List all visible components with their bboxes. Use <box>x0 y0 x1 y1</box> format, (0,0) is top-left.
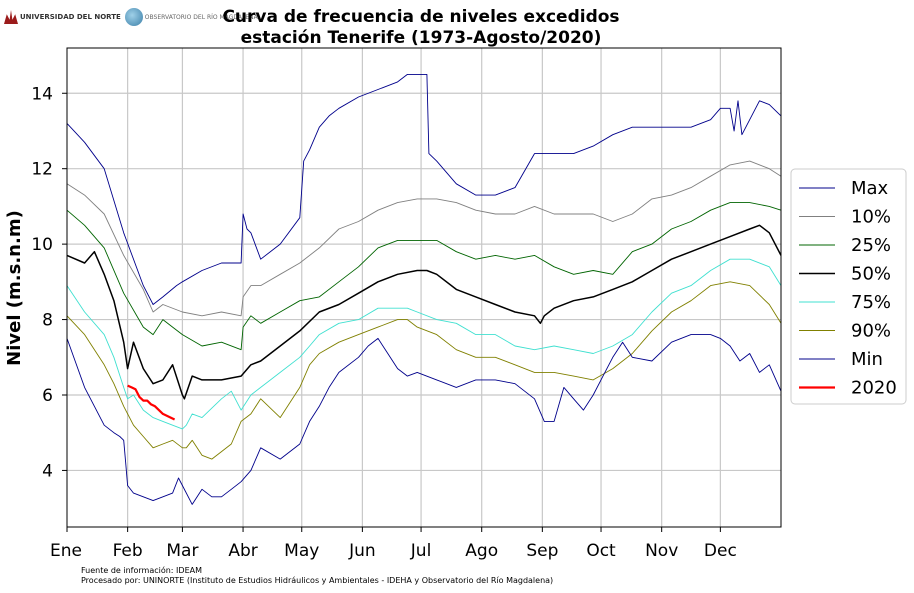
axis-ticks: Ene Feb Mar Abr May Jun Jul Ago Sep Oct Nov Dec 4 6 8 1… <box>31 84 736 561</box>
y-tick-label: 6 <box>42 386 53 406</box>
observatory-logo-text: OBSERVATORIO DEL RÍO MAGDALENA <box>144 13 258 21</box>
x-tick-label: Ago <box>465 541 498 561</box>
y-axis-label: Nivel (m.s.n.m) <box>4 210 25 366</box>
observatorio-logo: OBSERVATORIO DEL RÍO MAGDALENA <box>124 8 258 26</box>
legend-label: 75% <box>851 292 891 313</box>
university-logo-text: UNIVERSIDAD DEL NORTE <box>20 12 121 21</box>
series-line-2020 <box>127 384 176 421</box>
plot-frame <box>66 47 782 528</box>
y-tick-label: 4 <box>42 461 53 481</box>
series-line-90pct <box>66 281 782 460</box>
footnote-source: Fuente de información: IDEAM <box>81 566 202 575</box>
legend-label: 90% <box>851 321 891 342</box>
x-tick-label: Jul <box>410 541 432 561</box>
logos: UNIVERSIDAD DEL NORTE OBSERVATORIO DEL R… <box>4 8 258 26</box>
x-tick-label: Oct <box>586 541 616 561</box>
legend-label: 25% <box>851 235 891 256</box>
x-tick-label: Ene <box>50 541 82 561</box>
y-tick-label: 10 <box>31 235 53 255</box>
x-tick-label: May <box>284 541 319 561</box>
x-tick-label: Feb <box>113 541 143 561</box>
legend-frame <box>790 168 907 405</box>
series-line-Max <box>66 73 782 305</box>
series-line-Min <box>66 334 782 505</box>
series-lines <box>66 73 782 505</box>
x-tick-label: Mar <box>166 541 198 561</box>
legend-label: 50% <box>851 264 891 285</box>
x-tick-label: Abr <box>228 541 257 561</box>
y-tick-label: 8 <box>42 311 53 331</box>
legend-label: 10% <box>851 207 891 228</box>
series-line-50pct <box>66 224 782 400</box>
x-tick-label: Sep <box>526 541 558 561</box>
legend-label: Max <box>851 178 889 199</box>
y-tick-label: 12 <box>31 160 53 180</box>
x-tick-label: Dec <box>704 541 737 561</box>
series-line-75pct <box>66 258 782 430</box>
series-line-25pct <box>66 202 782 351</box>
chart-subtitle: estación Tenerife (1973-Agosto/2020) <box>241 28 602 48</box>
legend-label: Min <box>851 349 883 370</box>
x-tick-label: Nov <box>645 541 678 561</box>
legend: Max 10% 25% 50% 75% 90% Min 2020 <box>790 168 907 405</box>
universidad-del-norte-logo: UNIVERSIDAD DEL NORTE <box>4 10 121 24</box>
x-tick-label: Jun <box>348 541 376 561</box>
observatory-emblem-icon <box>124 8 143 26</box>
chart-title: Curva de frecuencia de niveles excedidos <box>222 7 619 27</box>
grid <box>67 48 781 527</box>
y-tick-label: 14 <box>31 84 53 104</box>
footnote: Fuente de información: IDEAM Procesado p… <box>81 566 553 586</box>
series-line-10pct <box>66 160 782 317</box>
legend-label: 2020 <box>851 378 897 399</box>
footnote-processed-by: Procesado por: UNINORTE (Instituto de Es… <box>81 576 554 585</box>
